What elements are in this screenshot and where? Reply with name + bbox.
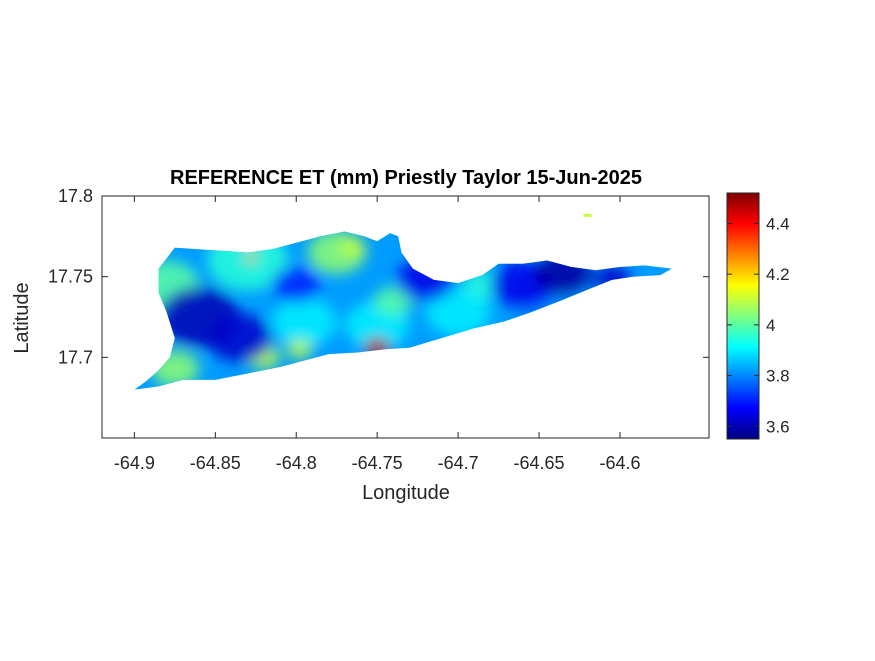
x-tick-label: -64.6 <box>599 453 640 473</box>
colorbar-tick-label: 4.4 <box>766 214 790 233</box>
islet-patch <box>583 213 592 217</box>
y-tick-label: 17.8 <box>58 186 93 206</box>
et-value-region <box>286 339 313 359</box>
x-tick-label: -64.9 <box>114 453 155 473</box>
et-value-region <box>271 297 337 347</box>
et-value-region <box>207 313 272 363</box>
y-tick-label: 17.7 <box>58 347 93 367</box>
x-tick-label: -64.8 <box>276 453 317 473</box>
plot-area: -64.9 -64.85 -64.8 -64.75 -64.7 -64.65 -64.6 1… <box>48 186 710 473</box>
x-tick-label: -64.75 <box>352 453 403 473</box>
colorbar-tick-label: 3.8 <box>766 367 790 386</box>
x-tick-label: -64.65 <box>514 453 565 473</box>
colorbar-tick-label: 3.6 <box>766 417 790 436</box>
x-axis: -64.9 -64.85 -64.8 -64.75 -64.7 -64.65 -64.6 <box>114 196 640 473</box>
x-axis-label: Longitude <box>362 482 450 504</box>
x-tick-label: -64.85 <box>190 453 241 473</box>
y-axis: 17.7 17.75 17.8 <box>48 186 709 367</box>
et-value-region <box>244 252 258 263</box>
et-value-region <box>271 266 321 303</box>
chart-title: REFERENCE ET (mm) Priestly Taylor 15-Jun… <box>170 167 642 189</box>
y-tick-label: 17.75 <box>48 267 93 287</box>
et-value-region <box>425 287 491 337</box>
colorbar-gradient <box>726 192 760 440</box>
colorbar: 3.6 3.8 4 4.2 4.4 <box>726 192 790 440</box>
et-value-region <box>339 237 366 258</box>
et-value-region <box>373 286 413 316</box>
y-axis-label: Latitude <box>11 282 33 353</box>
colorbar-tick-label: 4.2 <box>766 265 790 284</box>
colorbar-tick-label: 4 <box>766 316 775 335</box>
axes-box <box>101 195 710 439</box>
x-tick-label: -64.7 <box>438 453 479 473</box>
